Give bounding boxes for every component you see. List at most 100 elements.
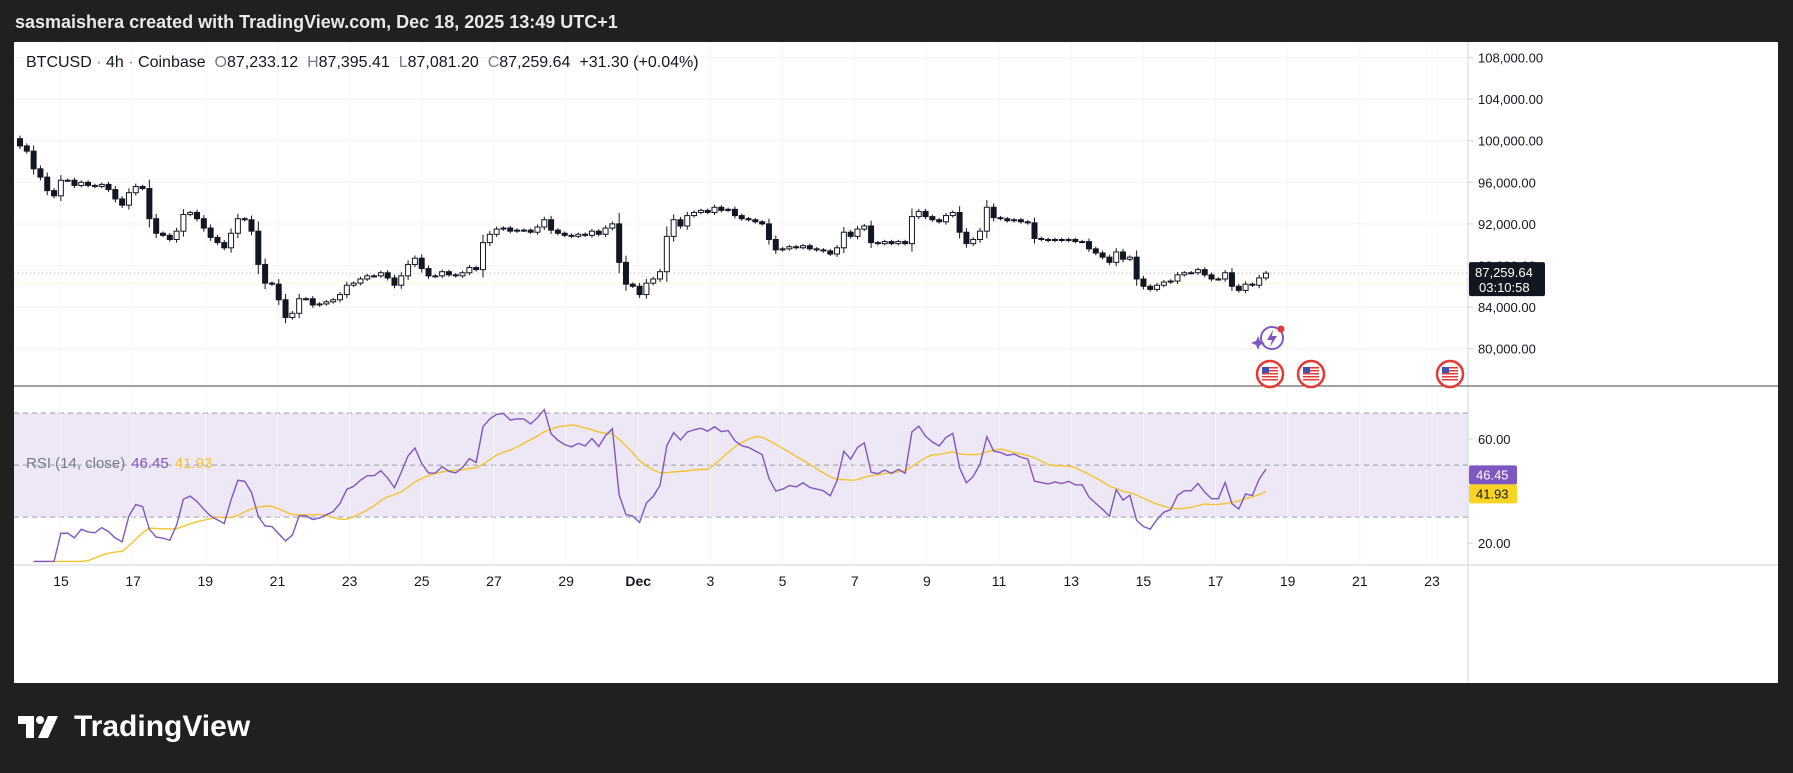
candle-down bbox=[1017, 219, 1024, 223]
time-tick-label: 21 bbox=[1352, 573, 1368, 589]
candle-down bbox=[752, 219, 759, 223]
candle-down bbox=[793, 246, 800, 249]
candle-down bbox=[391, 277, 398, 286]
flag-stripe bbox=[1442, 373, 1458, 375]
flag-stripe bbox=[1262, 370, 1278, 372]
legend-open-label: O bbox=[214, 54, 227, 71]
candle-up bbox=[180, 214, 187, 232]
candle-down bbox=[1045, 238, 1052, 242]
legend-symbol[interactable]: BTCUSD bbox=[26, 54, 92, 71]
candle-down bbox=[139, 185, 146, 190]
candle-up bbox=[970, 238, 977, 245]
candle-down bbox=[704, 209, 711, 213]
candle-up bbox=[1113, 251, 1120, 263]
candle-down bbox=[44, 176, 51, 192]
candle-up bbox=[98, 183, 105, 187]
candle-up bbox=[364, 275, 371, 280]
candle-up bbox=[1126, 256, 1133, 260]
event-icons bbox=[1251, 325, 1465, 389]
time-tick-label: 5 bbox=[779, 573, 787, 589]
legend-open: 87,233.12 bbox=[227, 54, 299, 71]
rsi-legend-ma-value: 41.93 bbox=[174, 455, 213, 472]
candle-up bbox=[881, 241, 888, 245]
candle-down bbox=[200, 218, 207, 229]
flag-stripe bbox=[1303, 376, 1319, 378]
candle-up bbox=[1051, 238, 1058, 242]
candle-down bbox=[1106, 256, 1113, 263]
legend-low-label: L bbox=[398, 54, 408, 71]
chart-area[interactable]: 108,000.00 104,000.00 100,000.00 96,000.00 9… bbox=[14, 42, 1778, 683]
candle-up bbox=[697, 209, 704, 213]
time-tick-label: 3 bbox=[707, 573, 715, 589]
candle-up bbox=[691, 211, 698, 217]
candle-up bbox=[64, 179, 71, 182]
candle-down bbox=[23, 145, 30, 152]
candle-up bbox=[949, 211, 956, 217]
candle-up bbox=[1215, 278, 1222, 281]
candle-down bbox=[772, 238, 779, 251]
candle-down bbox=[71, 179, 78, 186]
candle-up bbox=[1188, 272, 1195, 275]
time-tick-label: 15 bbox=[1136, 573, 1152, 589]
candle-up bbox=[78, 181, 85, 186]
candle-up bbox=[187, 211, 194, 216]
lightning-dot bbox=[1277, 325, 1285, 333]
chart-canvas[interactable]: 108,000.00 104,000.00 100,000.00 96,000.00 9… bbox=[14, 42, 1778, 683]
candle-up bbox=[840, 231, 847, 249]
candle-up bbox=[350, 282, 357, 286]
candle-down bbox=[1147, 285, 1154, 290]
candle-down bbox=[1208, 274, 1215, 280]
candle-down bbox=[37, 168, 44, 178]
candle-up bbox=[1256, 277, 1263, 286]
candle-down bbox=[936, 219, 943, 223]
candle-up bbox=[854, 228, 861, 237]
candle-up bbox=[302, 298, 309, 301]
candle-up bbox=[520, 229, 527, 232]
candle-up bbox=[684, 215, 691, 227]
candle-down bbox=[922, 210, 929, 218]
candle-down bbox=[91, 184, 98, 187]
flag-stripe bbox=[1303, 373, 1319, 375]
candle-down bbox=[548, 219, 555, 231]
candle-down bbox=[112, 189, 119, 200]
candle-up bbox=[228, 232, 235, 249]
candle-down bbox=[568, 234, 575, 237]
candle-down bbox=[1085, 241, 1092, 250]
flag-stripe bbox=[1262, 373, 1278, 375]
candle-up bbox=[173, 230, 180, 240]
candle-up bbox=[725, 208, 732, 211]
candle-up bbox=[343, 284, 350, 296]
candle-up bbox=[657, 271, 664, 280]
candle-down bbox=[718, 206, 725, 211]
candle-up bbox=[609, 223, 616, 229]
candle-down bbox=[1201, 269, 1208, 276]
rsi-value-badge bbox=[1469, 465, 1517, 485]
time-tick-label: 17 bbox=[125, 573, 141, 589]
time-tick-label: 21 bbox=[270, 573, 286, 589]
candles bbox=[17, 135, 1269, 324]
flag-stripe bbox=[1442, 379, 1458, 381]
legend-interval[interactable]: 4h bbox=[106, 54, 124, 71]
candle-up bbox=[1194, 269, 1201, 274]
legend-close: 87,259.64 bbox=[499, 54, 571, 71]
candle-up bbox=[602, 227, 609, 235]
candle-up bbox=[541, 219, 548, 228]
candle-down bbox=[275, 283, 282, 301]
candle-down bbox=[1031, 222, 1038, 239]
candle-up bbox=[800, 245, 807, 249]
candle-down bbox=[452, 274, 459, 277]
candle-up bbox=[479, 242, 486, 271]
axes bbox=[14, 42, 1778, 683]
candle-up bbox=[316, 303, 323, 306]
time-tick-label: 7 bbox=[851, 573, 859, 589]
time-axis-ticks: 15 17 19 21 23 25 27 29 Dec 3 5 7 9 11 13 15 17 19 21 23 bbox=[53, 573, 1440, 589]
candle-up bbox=[357, 278, 364, 284]
candle-down bbox=[595, 230, 602, 235]
rsi-legend[interactable]: RSI (14, close) 46.45 41.93 bbox=[26, 455, 212, 472]
candle-down bbox=[1038, 237, 1045, 240]
candle-down bbox=[1024, 221, 1031, 224]
legend-low: 87,081.20 bbox=[407, 54, 479, 71]
candle-down bbox=[1099, 252, 1106, 258]
candle-up bbox=[663, 235, 670, 273]
